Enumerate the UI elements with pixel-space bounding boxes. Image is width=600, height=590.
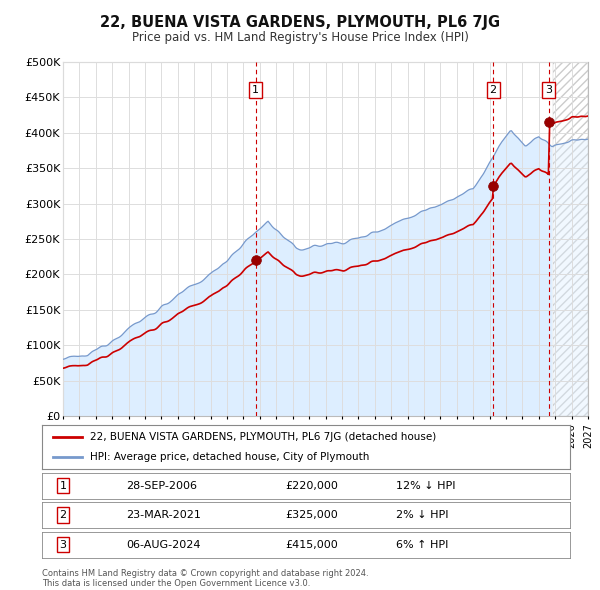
- Text: Contains HM Land Registry data © Crown copyright and database right 2024.
This d: Contains HM Land Registry data © Crown c…: [42, 569, 368, 588]
- Text: Price paid vs. HM Land Registry's House Price Index (HPI): Price paid vs. HM Land Registry's House …: [131, 31, 469, 44]
- Text: 23-MAR-2021: 23-MAR-2021: [127, 510, 202, 520]
- Text: 2: 2: [490, 86, 497, 95]
- Text: HPI: Average price, detached house, City of Plymouth: HPI: Average price, detached house, City…: [89, 452, 369, 462]
- Text: 1: 1: [59, 481, 67, 490]
- Text: 28-SEP-2006: 28-SEP-2006: [127, 481, 197, 490]
- Text: 22, BUENA VISTA GARDENS, PLYMOUTH, PL6 7JG (detached house): 22, BUENA VISTA GARDENS, PLYMOUTH, PL6 7…: [89, 432, 436, 442]
- Text: 22, BUENA VISTA GARDENS, PLYMOUTH, PL6 7JG: 22, BUENA VISTA GARDENS, PLYMOUTH, PL6 7…: [100, 15, 500, 30]
- Text: £415,000: £415,000: [285, 540, 338, 549]
- Text: 2% ↓ HPI: 2% ↓ HPI: [396, 510, 448, 520]
- Text: £220,000: £220,000: [285, 481, 338, 490]
- Text: 3: 3: [545, 86, 552, 95]
- Text: 12% ↓ HPI: 12% ↓ HPI: [396, 481, 455, 490]
- Text: 06-AUG-2024: 06-AUG-2024: [127, 540, 201, 549]
- Text: 6% ↑ HPI: 6% ↑ HPI: [396, 540, 448, 549]
- Bar: [553, 62, 588, 416]
- Text: 1: 1: [252, 86, 259, 95]
- Text: 3: 3: [59, 540, 67, 549]
- Text: £325,000: £325,000: [285, 510, 338, 520]
- Text: 2: 2: [59, 510, 67, 520]
